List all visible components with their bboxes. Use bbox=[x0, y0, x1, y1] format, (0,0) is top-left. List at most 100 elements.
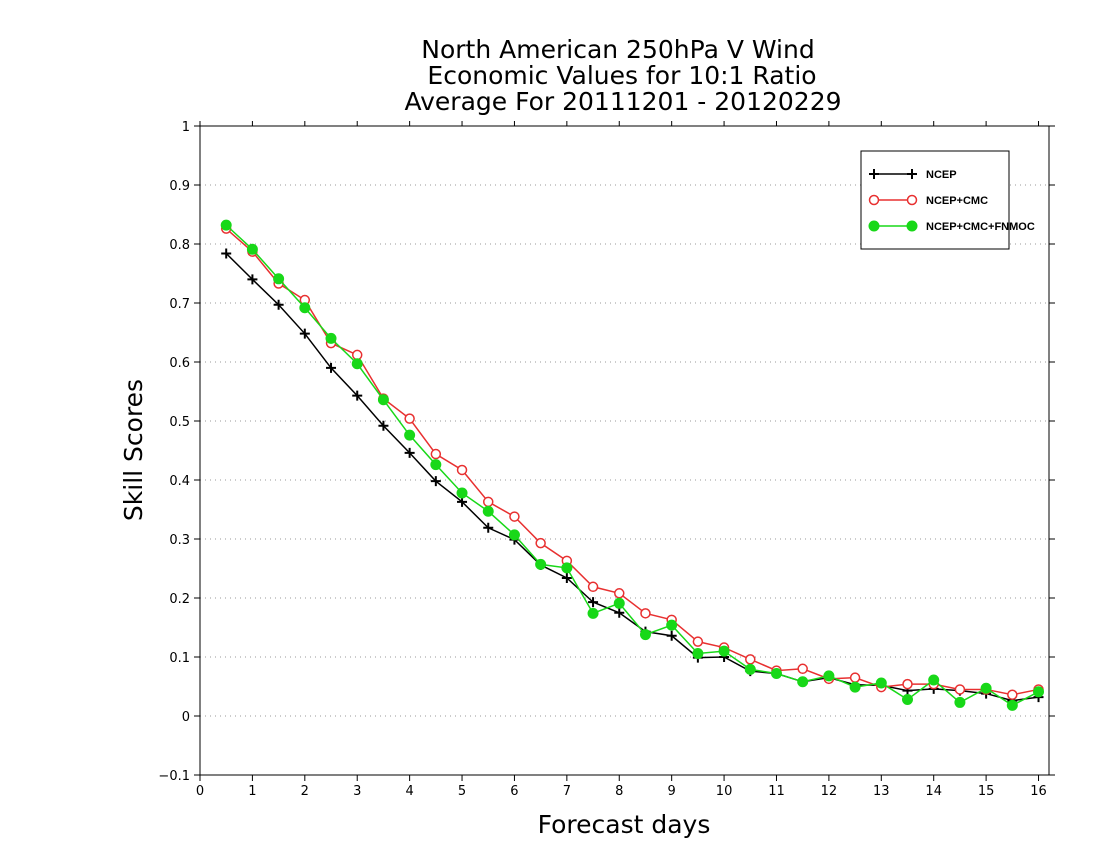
legend-marker bbox=[906, 220, 918, 232]
data-point bbox=[404, 429, 416, 441]
data-point bbox=[378, 420, 389, 431]
data-point bbox=[823, 670, 835, 682]
data-point bbox=[640, 608, 651, 619]
x-tick-label: 0 bbox=[196, 784, 204, 799]
x-tick-label: 12 bbox=[821, 784, 838, 799]
data-point bbox=[247, 274, 258, 285]
x-tick-label: 10 bbox=[716, 784, 733, 799]
data-point bbox=[220, 219, 232, 231]
title-line-3: Average For 20111201 - 20120229 bbox=[404, 87, 841, 116]
legend-marker bbox=[868, 220, 880, 232]
data-point bbox=[482, 505, 494, 517]
legend: NCEP NCEP+CMC NCEP+CMC+FNMOC bbox=[860, 150, 1035, 250]
data-point bbox=[849, 681, 861, 693]
data-point bbox=[587, 581, 599, 593]
data-point bbox=[614, 607, 625, 618]
y-tick-label: 0.9 bbox=[169, 179, 190, 194]
data-point bbox=[482, 496, 494, 508]
legend-entry: NCEP+CMC+FNMOC bbox=[868, 220, 1035, 233]
data-point bbox=[875, 677, 887, 689]
x-tick-label: 11 bbox=[768, 784, 785, 799]
data-point bbox=[457, 496, 468, 507]
data-point bbox=[561, 572, 572, 583]
data-point bbox=[588, 597, 599, 608]
data-point bbox=[1007, 689, 1018, 701]
data-point bbox=[744, 663, 756, 675]
legend-marker bbox=[906, 194, 918, 206]
data-point bbox=[797, 663, 808, 675]
data-point bbox=[692, 636, 704, 647]
data-point bbox=[404, 413, 415, 424]
y-tick-label: 0.3 bbox=[169, 533, 190, 548]
x-tick-label: 4 bbox=[405, 784, 413, 799]
y-tick-label: 0.5 bbox=[169, 415, 190, 430]
legend-label: NCEP+CMC+FNMOC bbox=[926, 221, 1035, 233]
x-tick-label: 13 bbox=[873, 784, 890, 799]
x-tick-label: 1 bbox=[248, 784, 256, 799]
series-layer bbox=[220, 219, 1045, 711]
x-tick-label: 6 bbox=[510, 784, 518, 799]
data-point bbox=[299, 328, 310, 339]
legend-entry: NCEP bbox=[869, 169, 957, 181]
data-point bbox=[1006, 699, 1018, 711]
series-line bbox=[225, 228, 1039, 696]
data-point bbox=[352, 390, 363, 401]
data-point bbox=[928, 674, 940, 686]
data-point bbox=[377, 394, 389, 406]
data-point bbox=[535, 537, 546, 549]
x-tick-label: 7 bbox=[563, 784, 571, 799]
data-point bbox=[954, 696, 966, 708]
data-point bbox=[902, 678, 913, 690]
data-point bbox=[273, 273, 285, 285]
data-point bbox=[299, 302, 311, 314]
legend-entry: NCEP+CMC bbox=[868, 194, 988, 207]
legend-label: NCEP+CMC bbox=[926, 195, 988, 207]
data-point bbox=[980, 682, 992, 694]
x-tick-label: 14 bbox=[925, 784, 942, 799]
legend-label: NCEP bbox=[926, 169, 957, 181]
data-point bbox=[246, 243, 258, 255]
y-tick-label: −0.1 bbox=[158, 769, 190, 784]
data-point bbox=[902, 693, 913, 705]
data-point bbox=[954, 684, 966, 695]
data-point bbox=[430, 476, 441, 487]
data-point bbox=[1033, 686, 1045, 698]
x-axis-label: Forecast days bbox=[538, 810, 711, 839]
series-ncep-cmc bbox=[220, 223, 1044, 701]
data-point bbox=[849, 672, 861, 683]
series-line bbox=[225, 224, 1039, 707]
legend-marker bbox=[869, 169, 879, 179]
data-point bbox=[509, 511, 520, 522]
title-line-2: Economic Values for 10:1 Ratio bbox=[427, 61, 816, 90]
x-tick-label: 3 bbox=[353, 784, 361, 799]
grid bbox=[200, 184, 1049, 717]
y-tick-label: 0.1 bbox=[169, 651, 190, 666]
y-tick-label: 0.7 bbox=[169, 297, 190, 312]
y-tick-label: 0.8 bbox=[169, 238, 190, 253]
x-tick-label: 5 bbox=[458, 784, 466, 799]
y-tick-label: 0 bbox=[182, 710, 190, 725]
data-point bbox=[692, 647, 704, 659]
data-point bbox=[770, 668, 782, 680]
data-point bbox=[587, 607, 599, 619]
x-tick-label: 9 bbox=[668, 784, 676, 799]
x-tick-label: 15 bbox=[978, 784, 995, 799]
data-point bbox=[351, 349, 363, 361]
y-axis-label: Skill Scores bbox=[119, 379, 148, 521]
x-tick-label: 2 bbox=[301, 784, 309, 799]
data-point bbox=[639, 629, 651, 641]
legend-marker bbox=[868, 194, 880, 206]
data-point bbox=[456, 464, 468, 476]
data-point bbox=[326, 362, 337, 373]
data-point bbox=[430, 459, 442, 471]
series-ncep bbox=[221, 248, 1044, 706]
data-point bbox=[614, 588, 625, 599]
data-point bbox=[613, 597, 625, 609]
x-tick-label: 16 bbox=[1030, 784, 1047, 799]
data-point bbox=[797, 676, 809, 688]
data-point bbox=[325, 332, 337, 344]
y-tick-label: 0.2 bbox=[169, 592, 190, 607]
data-point bbox=[666, 619, 678, 631]
